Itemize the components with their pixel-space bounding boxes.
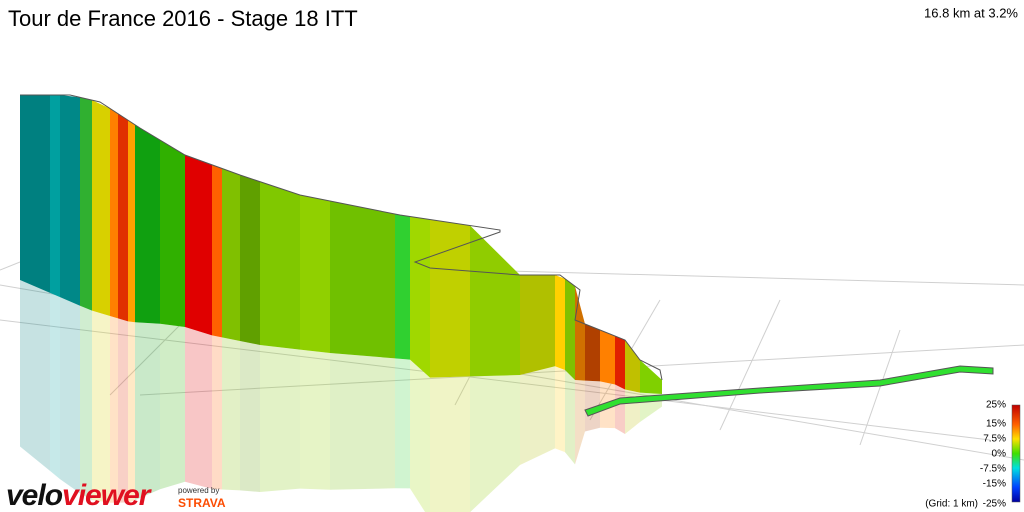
wall-strip <box>615 384 625 435</box>
wall-strip <box>222 337 240 491</box>
wall-strip <box>615 336 625 390</box>
wall-strip <box>80 305 92 501</box>
wall-strip <box>92 100 110 316</box>
wall-strip <box>240 175 260 345</box>
scale-label: 0% <box>992 449 1007 460</box>
logo-viewer: viewer <box>62 479 153 512</box>
wall-strip <box>625 340 640 393</box>
wall-strip <box>565 370 575 465</box>
grid-note: (Grid: 1 km) <box>925 499 978 510</box>
wall-strip <box>410 359 430 512</box>
wall-strip <box>300 349 330 490</box>
wall-strip <box>585 324 600 382</box>
scale-label: 7.5% <box>983 434 1006 445</box>
wall-strip <box>20 280 50 471</box>
reflection <box>20 280 662 512</box>
wall-strip <box>410 216 430 378</box>
wall-strip <box>470 225 520 377</box>
wall-strip <box>565 278 575 380</box>
wall-strip <box>135 322 160 501</box>
wall-strip <box>430 376 470 512</box>
color-scale <box>1011 404 1021 503</box>
wall-strip <box>185 327 212 489</box>
scale-label: -25% <box>983 499 1006 510</box>
wall-strip <box>395 358 410 489</box>
wall-strip <box>160 323 185 490</box>
wall-strip <box>110 316 118 503</box>
wall-strip <box>60 297 80 494</box>
wall-strip <box>212 335 222 490</box>
wall-strip <box>20 95 50 293</box>
summary: 16.8 km at 3.2% <box>924 5 1018 20</box>
wall-strip <box>128 120 135 323</box>
wall-strip <box>118 318 128 503</box>
wall-strip <box>575 380 585 465</box>
wall-strip <box>50 292 60 480</box>
strava: STRAVA <box>178 496 226 510</box>
wall-strip <box>50 95 60 298</box>
wall-strip <box>185 155 212 336</box>
wall-strip <box>300 195 330 353</box>
powered-by: powered by <box>178 486 219 495</box>
wall-strip <box>160 140 185 327</box>
scale-label: -7.5% <box>980 464 1006 475</box>
wall-strip <box>118 113 128 322</box>
wall-strip <box>600 330 615 385</box>
wall-strip <box>575 286 585 381</box>
logo: veloviewer <box>6 479 153 512</box>
scale-label: -15% <box>983 479 1006 490</box>
wall-strip <box>585 380 600 432</box>
wall-strip <box>80 97 92 311</box>
wall-outline <box>20 94 663 381</box>
wall-strip <box>222 168 240 341</box>
wall-strip <box>395 214 410 360</box>
wall-strip <box>92 310 110 503</box>
wall-strip <box>330 201 395 359</box>
wall-strip <box>260 181 300 350</box>
wall-strip <box>240 341 260 492</box>
wall-strip <box>430 219 470 378</box>
logo-velo: velo <box>6 479 63 512</box>
title: Tour de France 2016 - Stage 18 ITT <box>8 6 358 31</box>
scale-label: 25% <box>986 400 1006 411</box>
scale-label: 15% <box>986 419 1006 430</box>
wall-strip <box>135 124 160 324</box>
wall-strip <box>60 95 80 306</box>
scale-labels: 25% 15% 7.5% 0% -7.5% -15% -25% (Grid: 1… <box>925 400 1006 510</box>
wall-strip <box>555 275 565 370</box>
wall-strip <box>520 275 555 375</box>
profile-tail <box>584 365 994 417</box>
wall-strip <box>520 366 555 465</box>
wall-strip <box>470 375 520 512</box>
wall-strip <box>330 353 395 490</box>
wall-strip <box>625 389 640 435</box>
wall-strip <box>640 360 662 394</box>
wall-strip <box>110 108 118 319</box>
wall-strip <box>128 321 135 503</box>
wall-strip <box>260 345 300 492</box>
wall-strip <box>212 164 222 338</box>
wall-strip <box>555 366 565 453</box>
profile-wall <box>20 94 663 394</box>
